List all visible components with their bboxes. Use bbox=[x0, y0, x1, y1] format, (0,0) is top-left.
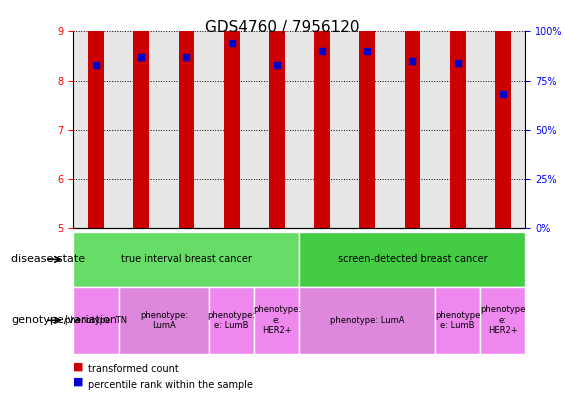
Bar bbox=[209, 31, 254, 228]
Bar bbox=[164, 31, 209, 228]
Text: screen-detected breast cancer: screen-detected breast cancer bbox=[338, 254, 487, 264]
Text: disease state: disease state bbox=[11, 254, 85, 264]
Bar bbox=[88, 0, 104, 228]
Text: phenotype
e: LumB: phenotype e: LumB bbox=[435, 310, 480, 330]
Bar bbox=[224, 75, 240, 228]
Bar bbox=[390, 31, 435, 228]
Point bbox=[498, 91, 507, 97]
Bar bbox=[179, 0, 194, 228]
Bar bbox=[359, 83, 375, 228]
Bar bbox=[73, 31, 119, 228]
Point bbox=[92, 62, 101, 68]
Bar bbox=[495, 0, 511, 228]
Text: percentile rank within the sample: percentile rank within the sample bbox=[88, 380, 253, 390]
Point bbox=[363, 48, 372, 54]
Bar bbox=[405, 0, 420, 228]
Point bbox=[408, 58, 417, 64]
Point bbox=[272, 62, 281, 68]
Bar bbox=[133, 0, 149, 228]
Text: GDS4760 / 7956120: GDS4760 / 7956120 bbox=[205, 20, 360, 35]
Bar bbox=[450, 0, 466, 228]
Text: phenotype:
LumA: phenotype: LumA bbox=[140, 310, 188, 330]
Text: phenotype: LumA: phenotype: LumA bbox=[330, 316, 405, 325]
Bar bbox=[314, 98, 330, 228]
Bar bbox=[435, 31, 480, 228]
Text: phenotype:
e:
HER2+: phenotype: e: HER2+ bbox=[253, 305, 301, 335]
Bar bbox=[224, 0, 240, 228]
Bar bbox=[179, 95, 194, 228]
Text: ■: ■ bbox=[73, 362, 84, 371]
Bar bbox=[359, 0, 375, 228]
Point bbox=[137, 54, 146, 60]
Bar bbox=[405, 132, 420, 228]
Bar bbox=[133, 125, 149, 228]
Point bbox=[182, 54, 191, 60]
Point bbox=[453, 60, 462, 66]
Text: true interval breast cancer: true interval breast cancer bbox=[121, 254, 252, 264]
Bar bbox=[299, 31, 345, 228]
Bar bbox=[119, 31, 164, 228]
Bar bbox=[495, 211, 511, 228]
Bar bbox=[480, 31, 525, 228]
Point bbox=[318, 48, 327, 54]
Bar bbox=[254, 31, 299, 228]
Bar bbox=[345, 31, 390, 228]
Bar bbox=[269, 152, 285, 228]
Bar bbox=[450, 132, 466, 228]
Text: phenotype
e:
HER2+: phenotype e: HER2+ bbox=[480, 305, 525, 335]
Text: phenotype: TN: phenotype: TN bbox=[65, 316, 127, 325]
Text: transformed count: transformed count bbox=[88, 364, 179, 375]
Bar bbox=[314, 0, 330, 228]
Text: ■: ■ bbox=[73, 377, 84, 387]
Text: phenotype:
e: LumB: phenotype: e: LumB bbox=[207, 310, 256, 330]
Text: genotype/variation: genotype/variation bbox=[11, 315, 118, 325]
Point bbox=[227, 40, 236, 46]
Bar bbox=[269, 0, 285, 228]
Bar bbox=[88, 142, 104, 228]
